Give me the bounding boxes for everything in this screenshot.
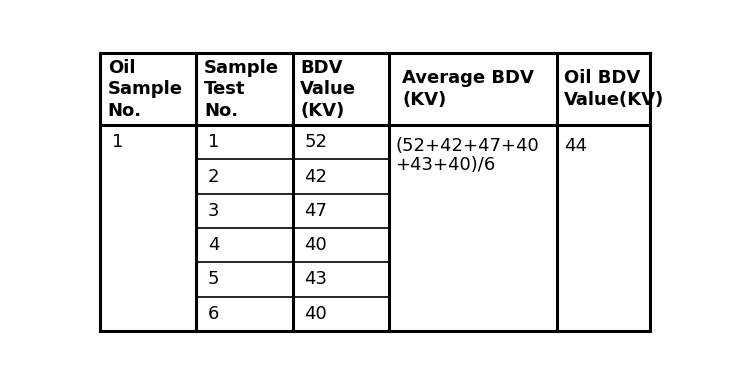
Text: +43+40)/6: +43+40)/6 bbox=[395, 156, 496, 174]
Text: 3: 3 bbox=[208, 202, 220, 220]
Text: Sample
Test
No.: Sample Test No. bbox=[204, 59, 279, 120]
Text: Oil
Sample
No.: Oil Sample No. bbox=[108, 59, 183, 120]
Text: 4: 4 bbox=[208, 236, 220, 254]
Text: 52: 52 bbox=[305, 133, 327, 151]
Text: 47: 47 bbox=[305, 202, 327, 220]
Text: 44: 44 bbox=[564, 137, 587, 155]
Text: (52+42+47+40: (52+42+47+40 bbox=[395, 137, 539, 155]
Text: 2: 2 bbox=[208, 168, 220, 185]
Text: Average BDV
(KV): Average BDV (KV) bbox=[403, 69, 534, 109]
Text: 43: 43 bbox=[305, 271, 327, 288]
Text: 1: 1 bbox=[208, 133, 220, 151]
Text: 5: 5 bbox=[208, 271, 220, 288]
Text: 1: 1 bbox=[111, 133, 123, 151]
Text: 40: 40 bbox=[305, 236, 327, 254]
Text: BDV
Value
(KV): BDV Value (KV) bbox=[300, 59, 356, 120]
Text: 42: 42 bbox=[305, 168, 327, 185]
Text: 6: 6 bbox=[208, 305, 220, 323]
Text: Oil BDV
Value(KV): Oil BDV Value(KV) bbox=[564, 69, 665, 109]
Text: 40: 40 bbox=[305, 305, 327, 323]
